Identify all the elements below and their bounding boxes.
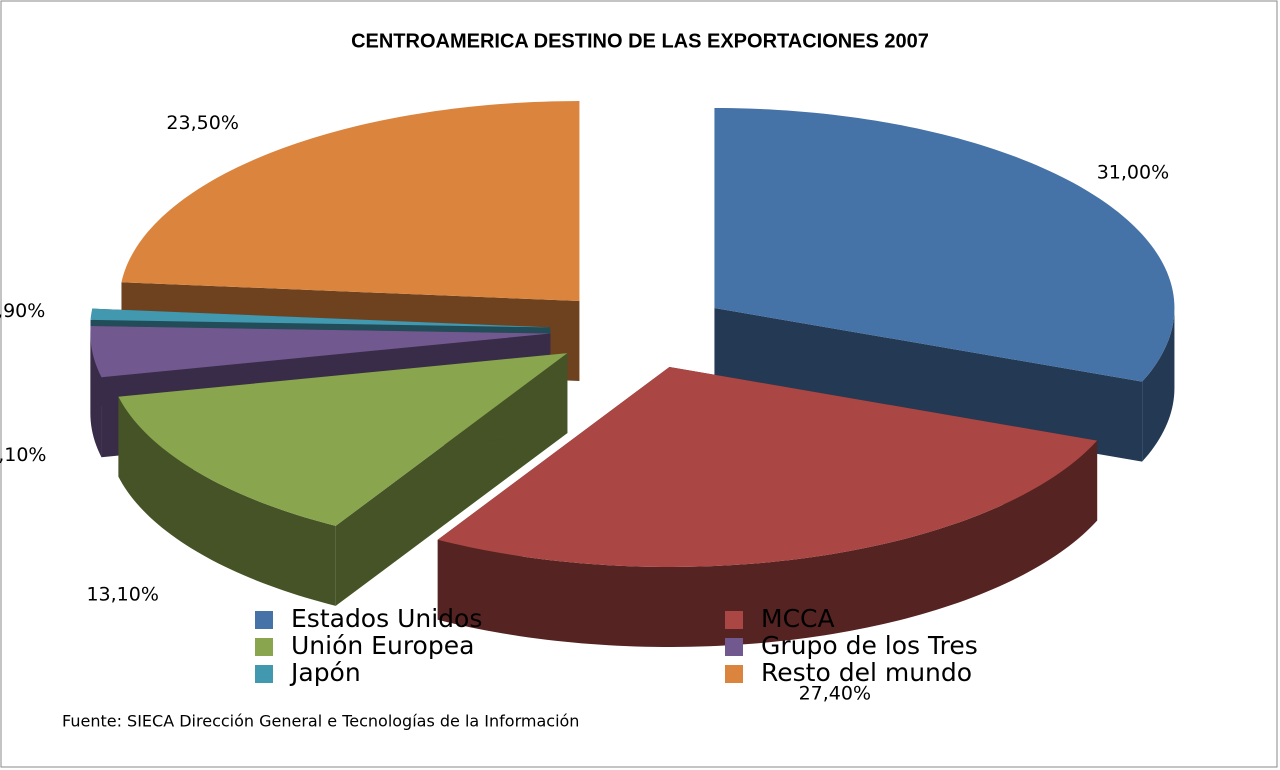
legend-label: Japón — [289, 658, 361, 687]
slice — [118, 353, 568, 526]
slice — [714, 108, 1175, 382]
slice — [90, 326, 551, 378]
slice — [90, 308, 551, 328]
slice-wall — [437, 440, 1098, 647]
slice-wall — [90, 333, 102, 458]
slice — [437, 366, 1098, 567]
legend-swatch — [255, 665, 273, 683]
data-label: 4,10% — [0, 444, 46, 466]
slice-side — [714, 308, 1143, 462]
legend-swatch — [725, 611, 743, 629]
legend-swatch — [725, 638, 743, 656]
source-note: Fuente: SIECA Dirección General e Tecnol… — [62, 712, 579, 731]
legend-swatch — [725, 665, 743, 683]
legend-swatch — [255, 638, 273, 656]
data-label: 31,00% — [1097, 162, 1169, 184]
legend-label: Grupo de los Tres — [761, 631, 978, 660]
data-label: 13,10% — [86, 583, 158, 605]
legend-label: MCCA — [761, 604, 835, 633]
legend-label: Resto del mundo — [761, 658, 972, 687]
data-label: 27,40% — [799, 682, 871, 704]
legend-swatch — [255, 611, 273, 629]
slice — [121, 101, 580, 302]
legend-label: Unión Europea — [291, 631, 474, 660]
slice-wall — [1142, 308, 1175, 462]
data-label: 0,90% — [0, 300, 45, 322]
legend-label: Estados Unidos — [291, 604, 482, 633]
slice-wall — [118, 396, 336, 606]
chart-title: CENTROAMERICA DESTINO DE LAS EXPORTACION… — [351, 30, 929, 52]
data-label: 23,50% — [166, 112, 238, 134]
